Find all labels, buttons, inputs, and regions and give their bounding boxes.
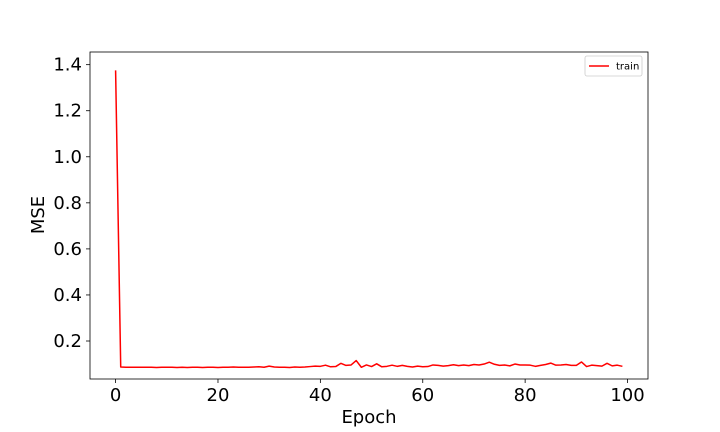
plot-area	[89, 51, 649, 380]
x-tick-label: 20	[207, 385, 230, 406]
x-tick-label: 40	[309, 385, 332, 406]
y-tick-label: 0.8	[53, 193, 82, 214]
x-tick-label: 60	[411, 385, 434, 406]
y-tick-label: 0.6	[53, 239, 82, 260]
y-tick-label: 0.2	[53, 331, 82, 352]
x-axis-label: Epoch	[341, 407, 396, 428]
x-tick-label: 0	[110, 385, 121, 406]
legend-box	[584, 55, 643, 77]
series-line-train	[114, 70, 623, 369]
y-tick-label: 0.4	[53, 285, 82, 306]
y-tick-label: 1.2	[53, 101, 82, 122]
legend: train	[584, 55, 643, 77]
y-axis-ticks: 0.2 0.4 0.6 0.8 1.0 1.2 1.4	[53, 55, 90, 352]
plot-frame	[89, 51, 649, 380]
y-axis-label: MSE	[28, 196, 49, 234]
x-tick-label: 80	[514, 385, 537, 406]
y-tick-label: 1.0	[53, 147, 82, 168]
x-tick-label: 100	[610, 385, 644, 406]
x-axis-ticks: 0 20 40 60 80 100	[110, 379, 645, 406]
y-tick-label: 1.4	[53, 55, 82, 76]
legend-label: train	[616, 62, 639, 73]
